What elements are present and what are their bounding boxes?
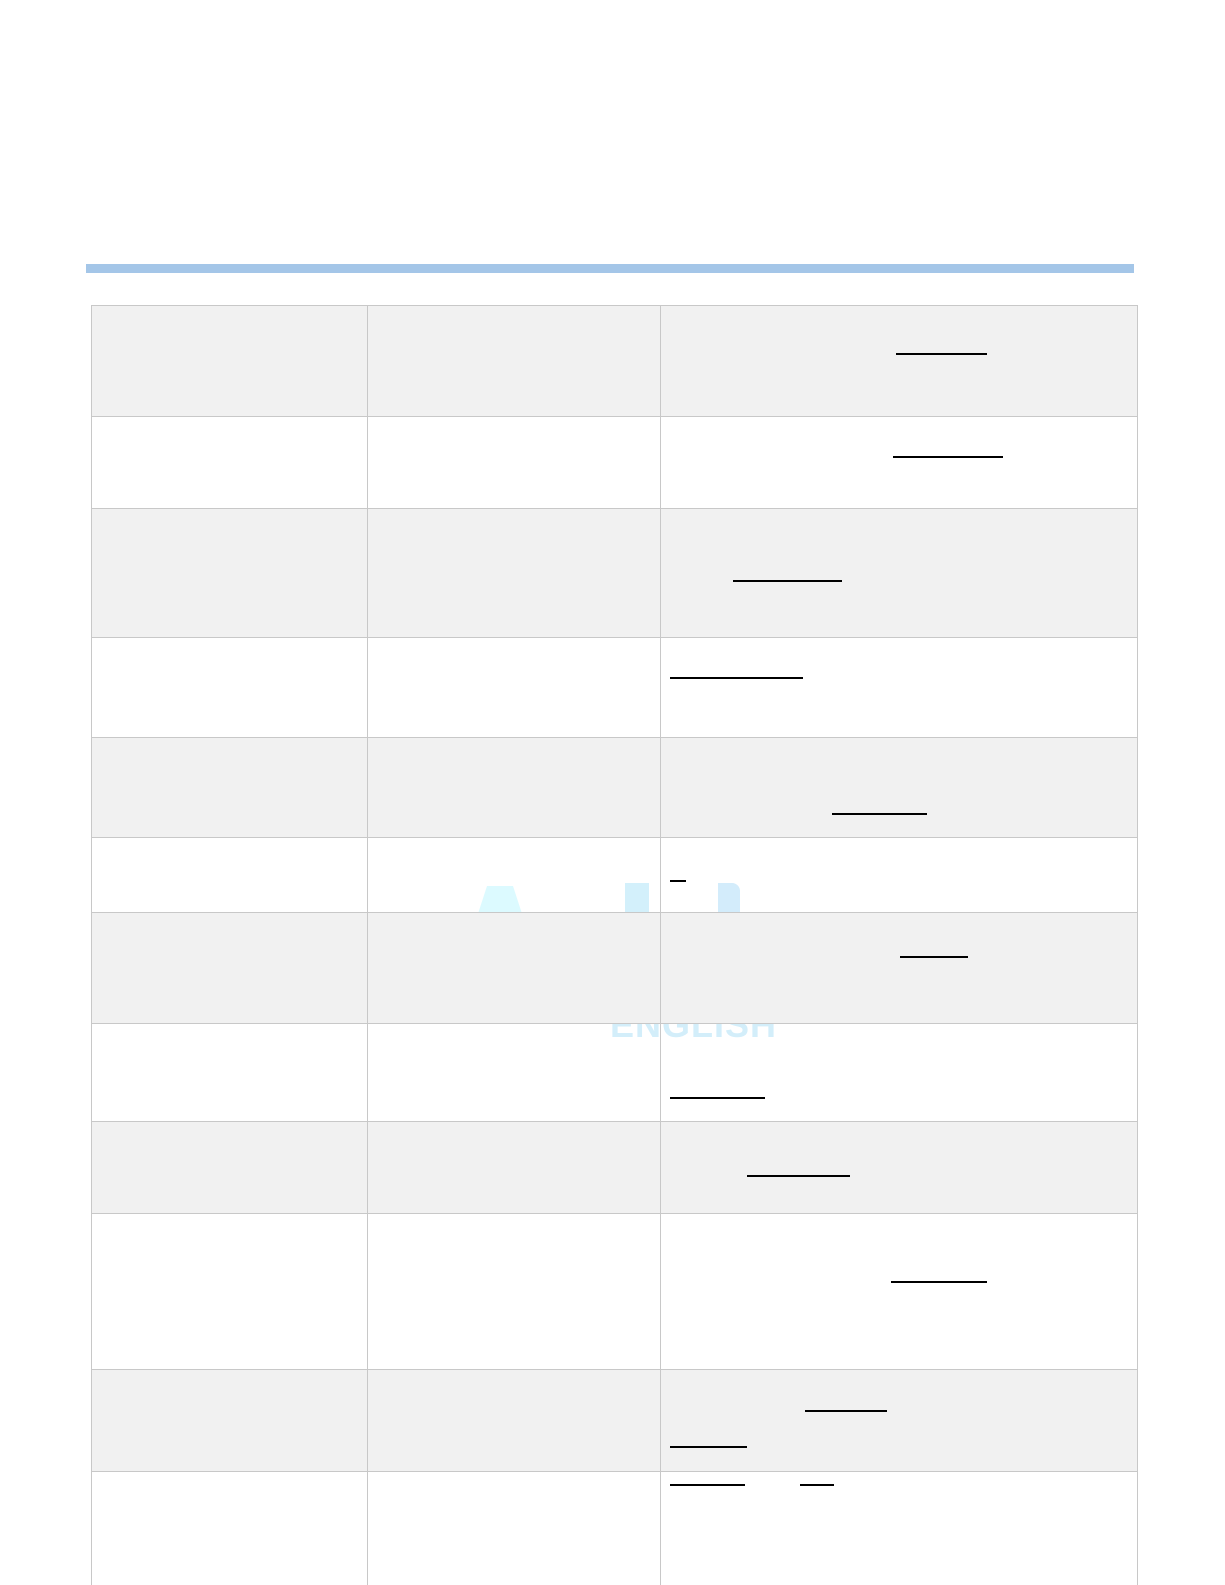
link-underline[interactable] xyxy=(805,1410,887,1412)
table-row xyxy=(91,912,1138,1023)
link-underline[interactable] xyxy=(670,1446,747,1448)
table-row xyxy=(91,1471,1138,1585)
column-divider xyxy=(367,305,368,1585)
table-row xyxy=(91,1213,1138,1369)
table-border-right xyxy=(1137,305,1138,1585)
table-row xyxy=(91,1121,1138,1213)
link-underline[interactable] xyxy=(800,1484,834,1486)
link-underline[interactable] xyxy=(896,353,987,355)
link-underline[interactable] xyxy=(670,1484,745,1486)
column-divider xyxy=(660,305,661,1585)
table-row xyxy=(91,508,1138,637)
link-underline[interactable] xyxy=(747,1175,850,1177)
link-underline[interactable] xyxy=(893,456,1003,458)
link-underline[interactable] xyxy=(670,677,803,679)
table-row xyxy=(91,837,1138,912)
link-underline[interactable] xyxy=(900,956,968,958)
table-row xyxy=(91,637,1138,737)
table-row xyxy=(91,737,1138,837)
link-underline[interactable] xyxy=(733,580,842,582)
header-rule xyxy=(86,264,1134,273)
link-underline[interactable] xyxy=(670,1097,765,1099)
link-underline[interactable] xyxy=(832,813,927,815)
table-row xyxy=(91,1023,1138,1121)
link-underline[interactable] xyxy=(891,1281,987,1283)
table-border-left xyxy=(91,305,92,1585)
table-row xyxy=(91,416,1138,508)
table-row xyxy=(91,305,1138,416)
table-row xyxy=(91,1369,1138,1471)
link-underline[interactable] xyxy=(670,880,686,882)
